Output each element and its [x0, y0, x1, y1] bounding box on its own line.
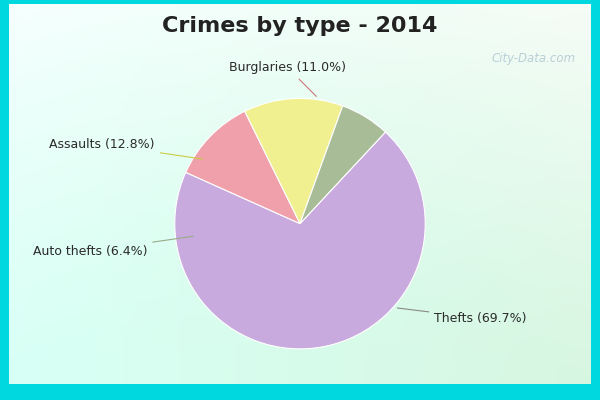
Text: Auto thefts (6.4%): Auto thefts (6.4%) — [33, 236, 193, 258]
Text: City-Data.com: City-Data.com — [492, 52, 576, 65]
Wedge shape — [186, 111, 300, 224]
Text: Thefts (69.7%): Thefts (69.7%) — [397, 308, 527, 325]
Text: Crimes by type - 2014: Crimes by type - 2014 — [163, 16, 437, 36]
Wedge shape — [245, 98, 343, 224]
Wedge shape — [175, 132, 425, 349]
Text: Burglaries (11.0%): Burglaries (11.0%) — [229, 61, 346, 96]
Text: Assaults (12.8%): Assaults (12.8%) — [49, 138, 203, 159]
Wedge shape — [300, 106, 385, 224]
